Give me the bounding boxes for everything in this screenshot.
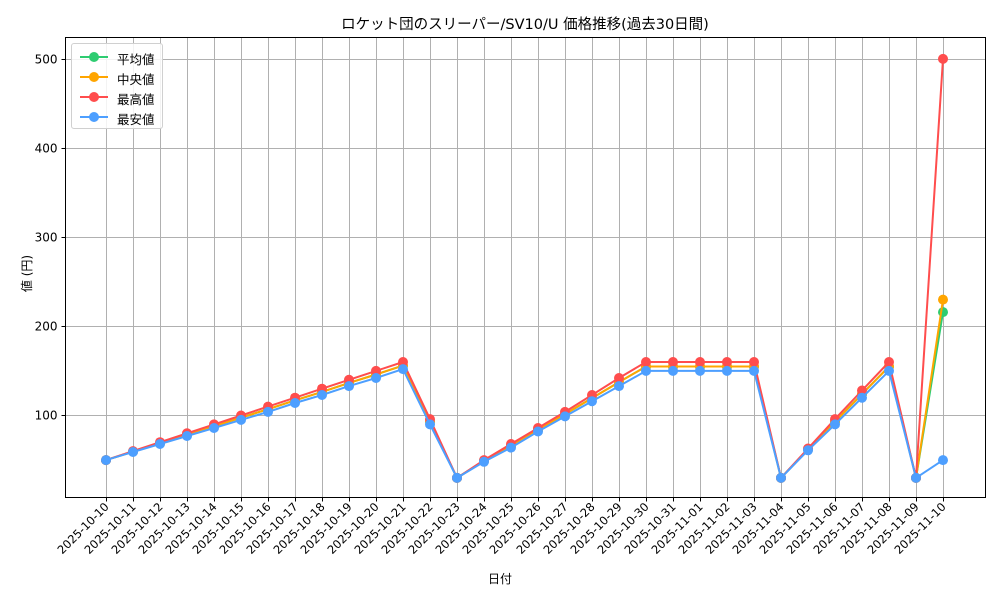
series-3	[101, 364, 948, 483]
data-point-marker	[938, 294, 948, 305]
data-series	[101, 53, 948, 483]
data-point-marker	[587, 396, 597, 407]
y-tick-label: 100	[35, 409, 58, 423]
data-point-marker	[722, 365, 732, 376]
data-point-marker	[236, 414, 246, 425]
data-point-marker	[398, 357, 408, 367]
legend-item-min: 最安値	[72, 107, 162, 127]
legend-item-mean: 平均値	[72, 47, 162, 67]
data-point-marker	[641, 357, 651, 367]
series-line	[105, 368, 944, 479]
data-point-marker	[938, 307, 948, 318]
chart-title: ロケット団のスリーパー/SV10/U 価格推移(過去30日間)	[341, 17, 709, 33]
data-point-marker	[344, 381, 354, 392]
data-point-marker	[857, 392, 867, 403]
data-point-marker	[317, 390, 327, 400]
data-point-marker	[263, 406, 273, 417]
data-point-marker	[668, 357, 678, 367]
legend-label: 最安値	[117, 112, 155, 127]
data-point-marker	[533, 426, 543, 437]
legend: 平均値 中央値 最高値 最安値	[71, 43, 163, 129]
data-point-marker	[695, 365, 705, 376]
data-point-marker	[614, 373, 624, 383]
data-point-marker	[938, 53, 948, 64]
legend-label: 最高値	[117, 92, 155, 107]
axes: 2025-10-102025-10-112025-10-122025-10-13…	[35, 53, 949, 557]
data-point-marker	[857, 385, 867, 396]
data-point-marker	[209, 423, 219, 433]
plot-frame	[65, 37, 986, 498]
legend-item-median: 中央値	[72, 67, 162, 87]
data-point-marker	[398, 364, 408, 375]
data-point-marker	[776, 472, 786, 483]
data-point-marker	[371, 365, 381, 376]
series-line	[105, 311, 944, 479]
data-point-marker	[749, 357, 759, 367]
y-tick-label: 400	[35, 142, 58, 156]
data-point-marker	[911, 472, 921, 483]
data-point-marker	[641, 365, 651, 376]
data-point-marker	[155, 439, 165, 449]
data-point-marker	[290, 398, 300, 408]
data-point-marker	[614, 381, 624, 392]
legend-marker-icon	[89, 112, 99, 122]
data-point-marker	[101, 455, 111, 466]
y-tick-label: 200	[35, 320, 58, 334]
data-point-marker	[182, 431, 192, 441]
data-point-marker	[749, 365, 759, 376]
y-axis-label: 値 (円)	[20, 254, 35, 293]
series-2	[101, 53, 948, 483]
data-point-marker	[479, 456, 489, 467]
x-axis-label: 日付	[487, 572, 512, 586]
legend-marker-icon	[89, 72, 99, 82]
series-1	[101, 294, 948, 483]
data-point-marker	[884, 365, 894, 376]
data-point-marker	[938, 455, 948, 466]
data-point-marker	[371, 373, 381, 383]
data-point-marker	[668, 365, 678, 376]
grid-lines	[65, 37, 986, 498]
data-point-marker	[803, 445, 813, 456]
legend-label: 平均値	[117, 52, 155, 67]
data-point-marker	[884, 357, 894, 367]
y-tick-label: 500	[35, 53, 58, 67]
data-point-marker	[425, 419, 435, 430]
data-point-marker	[830, 419, 840, 430]
legend-marker-icon	[89, 52, 99, 62]
data-point-marker	[722, 357, 732, 367]
series-0	[101, 307, 948, 483]
data-point-marker	[452, 472, 462, 483]
data-point-marker	[560, 411, 570, 422]
y-tick-label: 300	[35, 231, 58, 245]
data-point-marker	[128, 447, 138, 457]
data-point-marker	[506, 442, 516, 453]
legend-label: 中央値	[117, 72, 155, 87]
legend-marker-icon	[89, 92, 99, 102]
legend-item-max: 最高値	[72, 87, 162, 107]
data-point-marker	[695, 357, 705, 367]
